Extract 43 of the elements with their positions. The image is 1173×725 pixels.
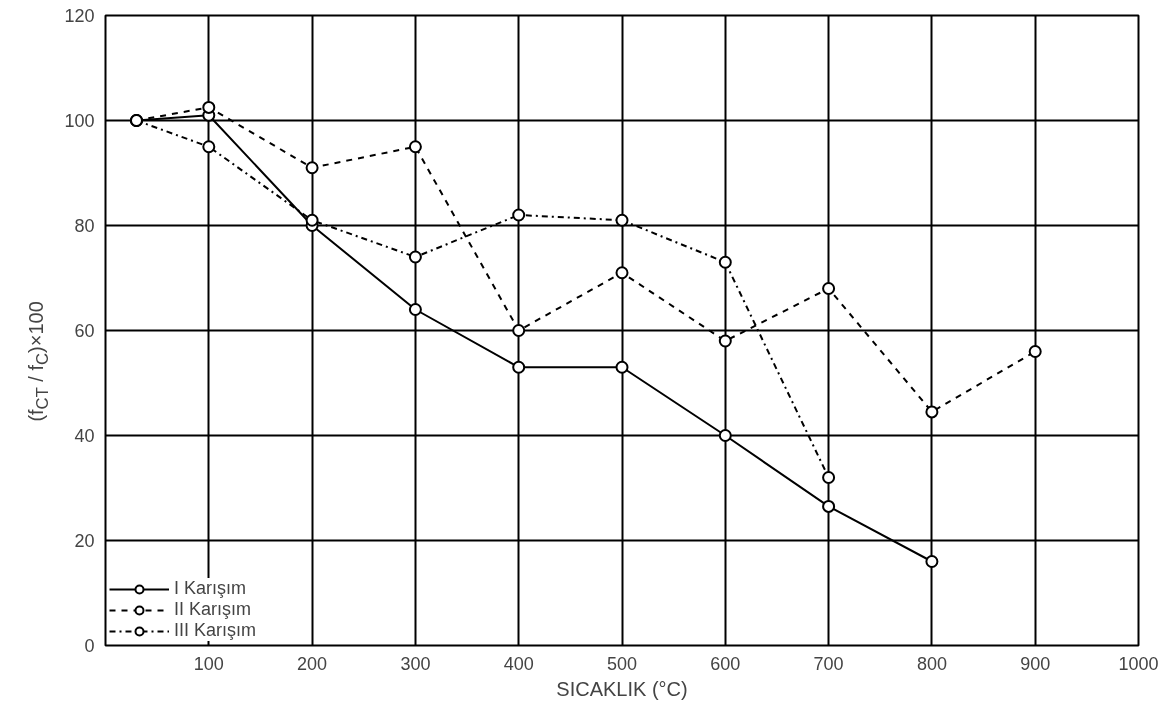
y-tick-label: 120 <box>64 6 95 26</box>
point <box>305 213 319 227</box>
y-tick-label: 80 <box>74 216 95 236</box>
point <box>718 429 732 442</box>
point <box>408 250 422 264</box>
point <box>615 266 629 280</box>
point <box>1028 345 1042 358</box>
x-tick-label: 900 <box>1020 653 1051 674</box>
x-tick-label: 400 <box>503 653 534 674</box>
point <box>718 255 732 269</box>
y-tick-label: 60 <box>74 321 95 341</box>
point <box>512 360 526 374</box>
point <box>822 499 836 513</box>
point <box>512 208 526 222</box>
x-tick-label: 700 <box>813 653 844 674</box>
point <box>202 100 216 114</box>
x-tick-label: 200 <box>297 653 328 674</box>
point <box>925 405 939 419</box>
legend-label: II Karışım <box>174 599 252 620</box>
point <box>615 213 629 227</box>
y-tick-label: 0 <box>84 636 95 656</box>
legend-label: I Karışım <box>174 578 247 599</box>
legend-label: III Karışım <box>174 620 257 641</box>
x-tick-label: 600 <box>710 653 741 674</box>
y-tick-label: 40 <box>74 426 95 446</box>
point <box>615 360 629 374</box>
x-axis-title: SICAKLIK (°C) <box>556 677 688 700</box>
x-tick-label: 100 <box>193 653 224 674</box>
point <box>512 324 526 337</box>
x-tick-label: 500 <box>606 653 638 674</box>
point <box>822 471 836 484</box>
x-tick-label: 300 <box>400 653 431 674</box>
x-tick-label: 1000 <box>1118 653 1159 674</box>
y-tick-label: 100 <box>64 111 95 131</box>
point <box>822 282 836 295</box>
point <box>408 303 422 316</box>
point <box>925 555 939 568</box>
point <box>408 140 422 154</box>
point <box>202 140 216 154</box>
point <box>718 334 732 348</box>
x-tick-label: 800 <box>916 653 947 674</box>
y-tick-label: 20 <box>74 531 95 551</box>
point <box>305 161 319 175</box>
